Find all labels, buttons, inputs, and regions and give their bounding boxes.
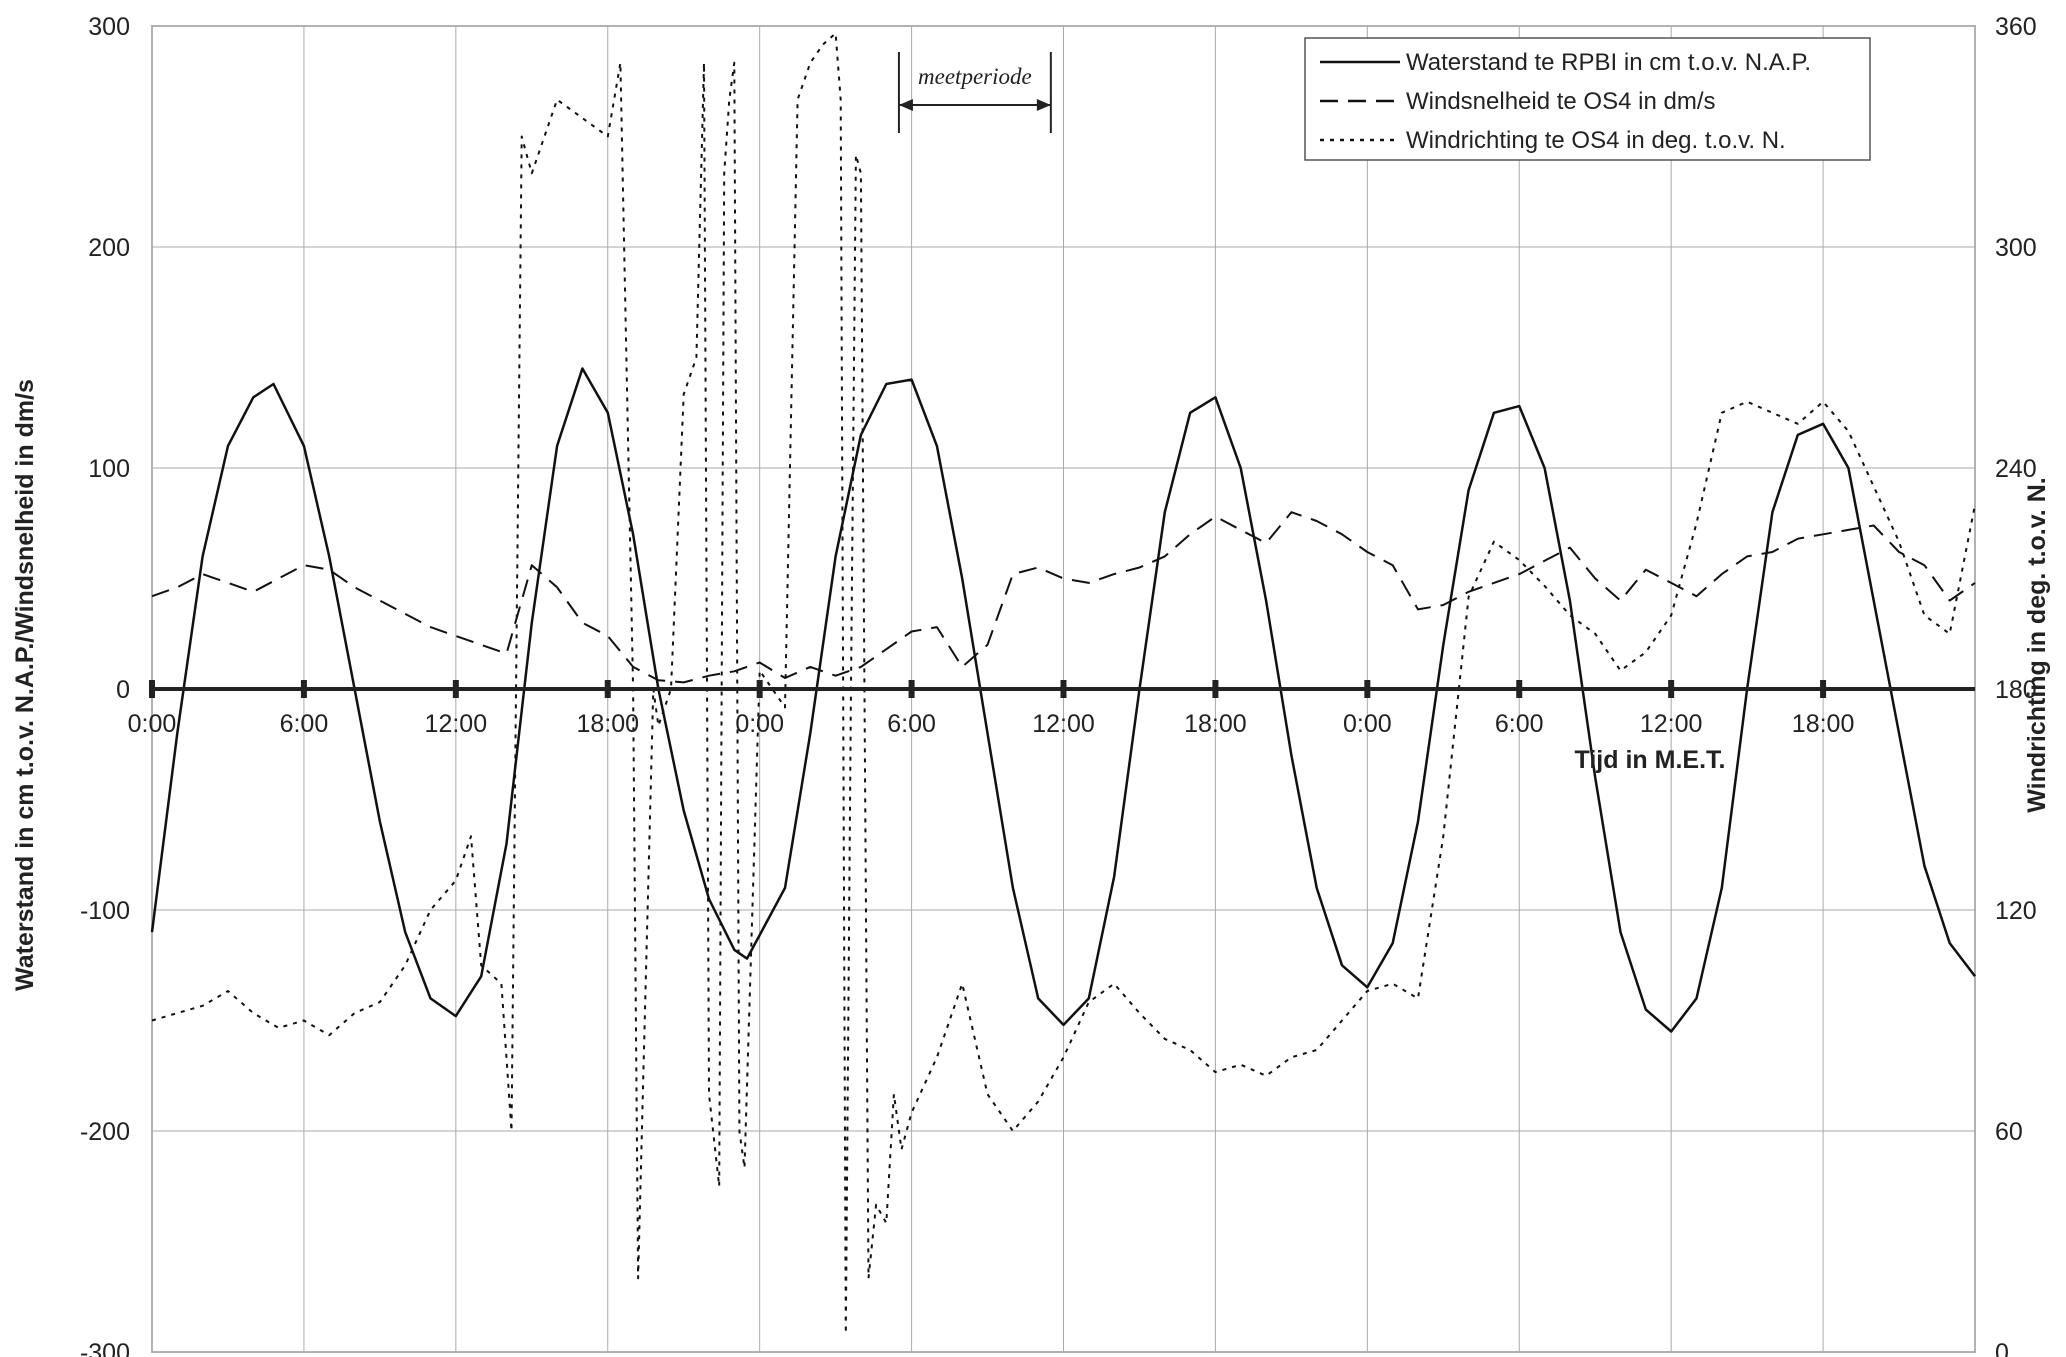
legend: Waterstand te RPBI in cm t.o.v. N.A.P. W… <box>1304 37 1871 161</box>
y2-tick-label: 360 <box>1995 13 2037 41</box>
y2-tick-label: 120 <box>1995 897 2037 925</box>
y-tick-label: 300 <box>88 13 130 41</box>
series-layer <box>150 32 1976 1335</box>
x-tick-label: 0:00 <box>128 710 177 738</box>
series-line-2 <box>151 511 1976 684</box>
x-tick-label: 18:00 <box>1184 710 1247 738</box>
axes: 300 200 100 0 -100 -200 -300 360 300 240 180 120 60 0… <box>80 13 2037 1357</box>
y-axis-label: Waterstand in cm t.o.v. N.A.P./Windsnelh… <box>11 379 39 991</box>
x-tick-label: 6:00 <box>887 710 936 738</box>
x-tick-label: 0:00 <box>1343 710 1392 738</box>
y-tick-label: 100 <box>88 455 130 483</box>
y2-axis-label: Windrichting in deg. t.o.v. N. <box>2023 477 2051 812</box>
y-tick-label: 200 <box>88 234 130 262</box>
legend-label-windrichting: Windrichting te OS4 in deg. t.o.v. N. <box>1406 127 1786 154</box>
series-line-1 <box>150 367 1976 1033</box>
y2-tick-label: 240 <box>1995 455 2037 483</box>
y-tick-label: -300 <box>80 1339 130 1357</box>
x-tick-label: 12:00 <box>1640 710 1703 738</box>
legend-label-windsnelheid: Windsnelheid te OS4 in dm/s <box>1406 88 1715 115</box>
y2-tick-label: 180 <box>1995 676 2037 704</box>
x-tick-label: 12:00 <box>1032 710 1095 738</box>
y-tick-label: -100 <box>80 897 130 925</box>
x-tick-label: 18:00 <box>1792 710 1855 738</box>
x-tick-label: 6:00 <box>280 710 329 738</box>
y-tick-label: 0 <box>116 676 130 704</box>
meetperiode-arrowhead-left <box>898 99 913 111</box>
y2-tick-label: 300 <box>1995 234 2037 262</box>
x-tick-label: 6:00 <box>1495 710 1544 738</box>
meetperiode-label: meetperiode <box>918 64 1032 89</box>
y2-tick-label: 0 <box>1995 1339 2009 1357</box>
meetperiode-annotation: meetperiode <box>897 52 1052 133</box>
meetperiode-arrowhead-right <box>1036 99 1051 111</box>
x-axis-label: Tijd in M.E.T. <box>1575 746 1726 774</box>
x-tick-label: 12:00 <box>425 710 488 738</box>
legend-box <box>1304 37 1871 161</box>
y2-tick-label: 60 <box>1995 1118 2023 1146</box>
x-tick-label: 18:00 <box>576 710 639 738</box>
y-tick-label: -200 <box>80 1118 130 1146</box>
legend-label-waterstand: Waterstand te RPBI in cm t.o.v. N.A.P. <box>1406 49 1811 76</box>
x-tick-label: 0:00 <box>735 710 784 738</box>
